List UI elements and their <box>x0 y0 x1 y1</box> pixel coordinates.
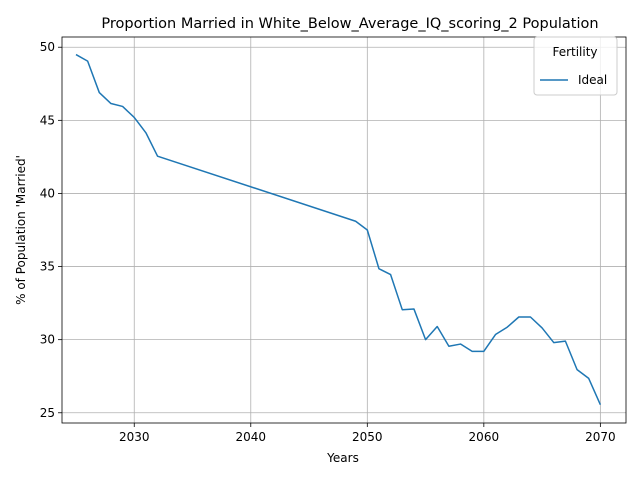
plot-frame <box>61 36 627 424</box>
series-line-ideal <box>75 53 602 406</box>
x-tick-label-2030: 2030 <box>119 430 150 444</box>
y-axis-ticks: 25 30 35 40 45 50 <box>40 40 62 420</box>
y-tick-label-35: 35 <box>40 260 55 274</box>
y-axis-label: % of Population 'Married' <box>14 155 28 305</box>
x-tick-label-2050: 2050 <box>352 430 383 444</box>
legend-title: Fertility <box>552 45 597 59</box>
chart-title: Proportion Married in White_Below_Averag… <box>101 16 598 32</box>
x-axis-label: Years <box>326 451 359 465</box>
y-tick-label-40: 40 <box>40 186 55 200</box>
series-layer <box>75 53 602 406</box>
grid-lines <box>62 37 626 423</box>
y-tick-label-25: 25 <box>40 406 55 420</box>
y-tick-label-45: 45 <box>40 113 55 127</box>
x-tick-label-2070: 2070 <box>585 430 616 444</box>
legend: Fertility Ideal <box>533 36 618 96</box>
x-tick-label-2060: 2060 <box>469 430 500 444</box>
y-tick-label-50: 50 <box>40 40 55 54</box>
x-tick-label-2040: 2040 <box>236 430 267 444</box>
legend-entry-ideal: Ideal <box>578 73 607 87</box>
y-tick-label-30: 30 <box>40 333 55 347</box>
x-axis-ticks: 2030 2040 2050 2060 2070 <box>119 423 616 444</box>
